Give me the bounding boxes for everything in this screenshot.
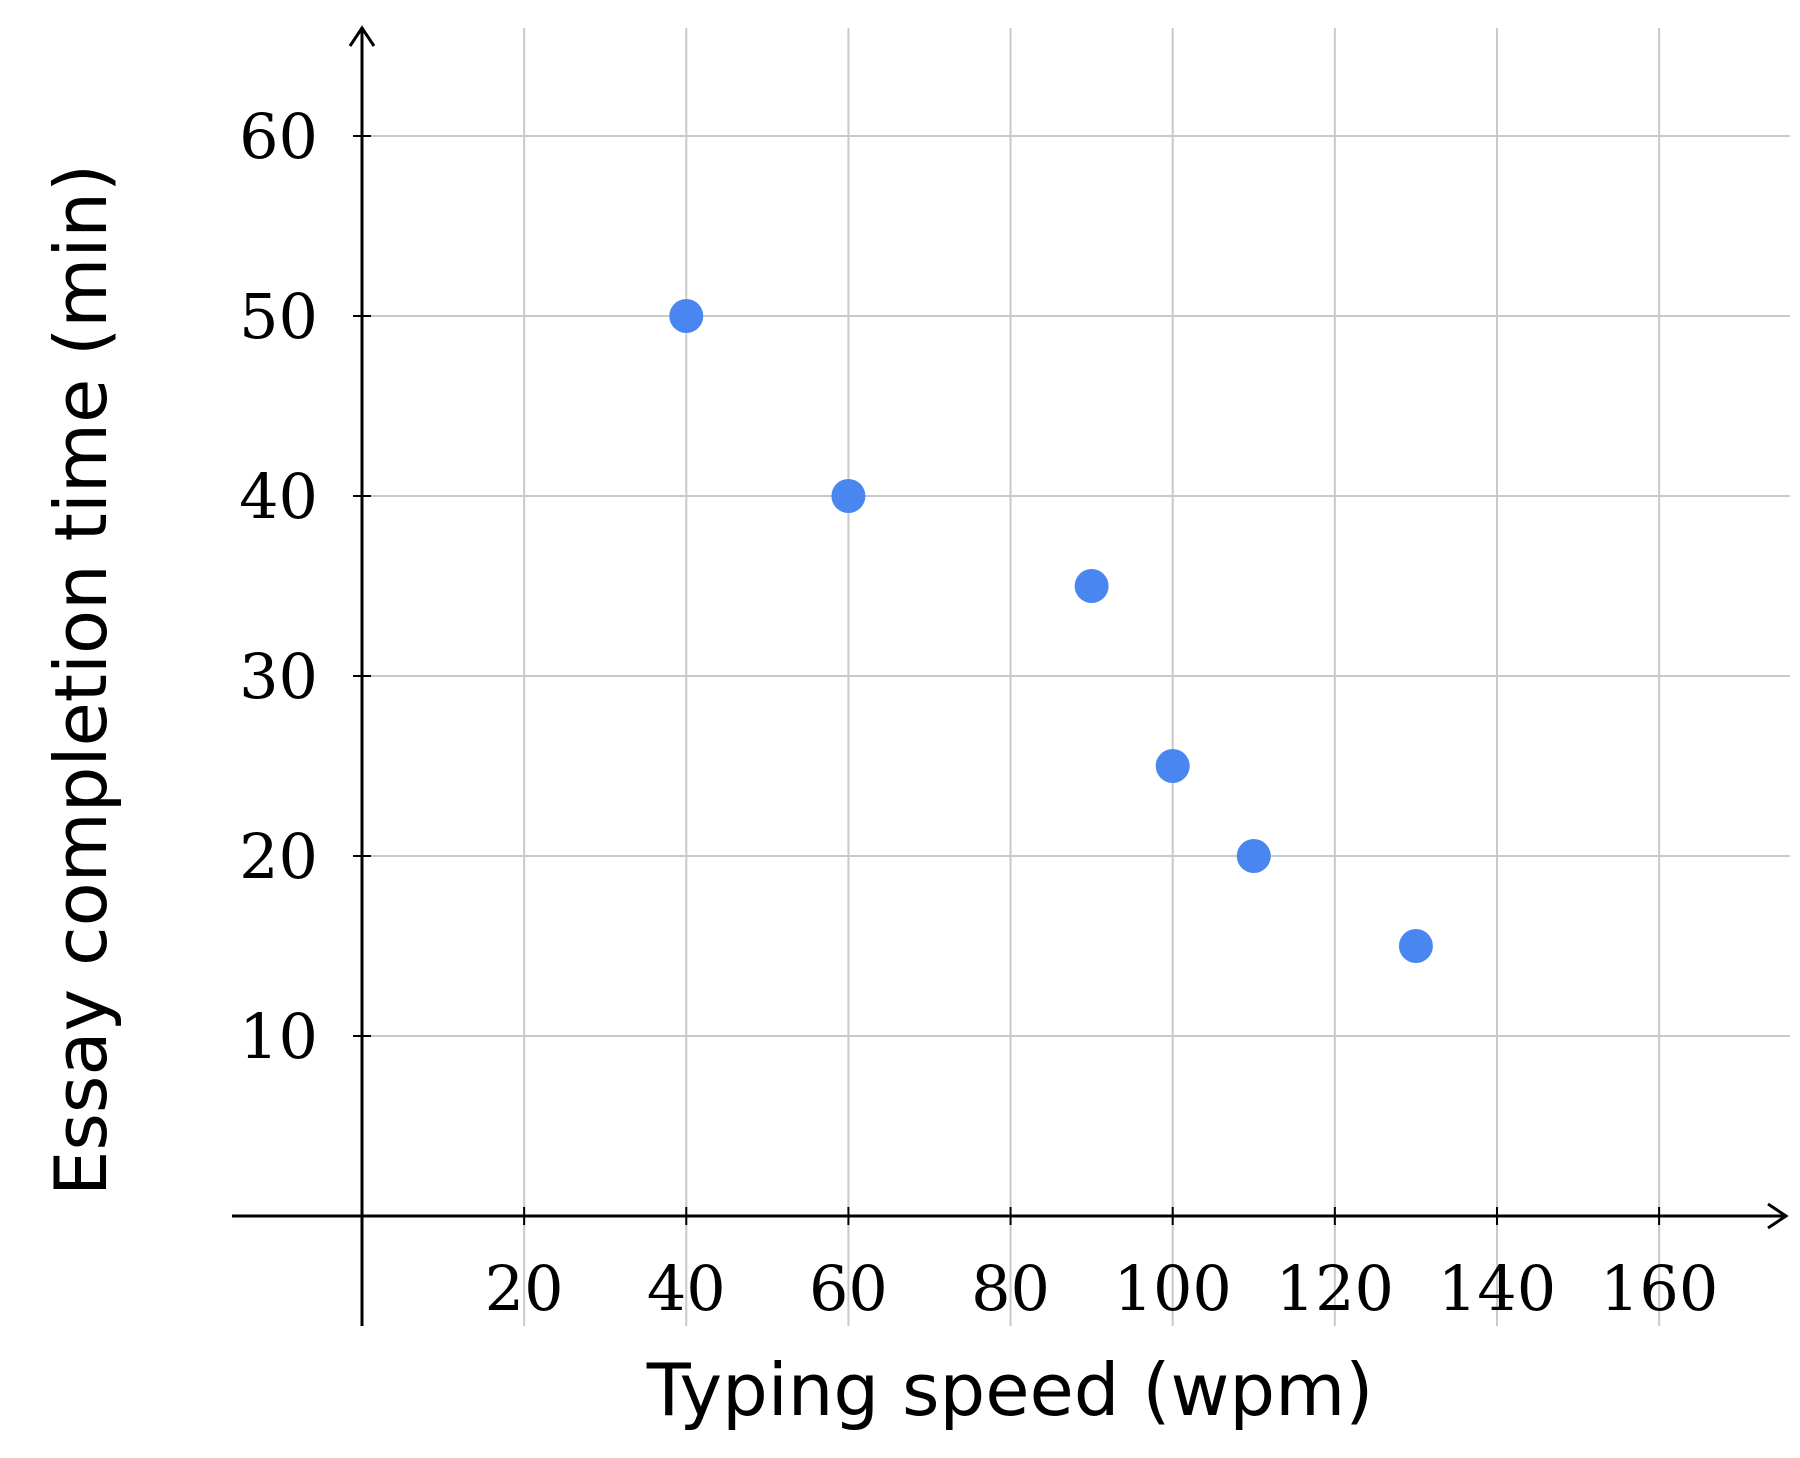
data-point [1236,839,1271,873]
x-tick-label: 20 [485,1252,564,1325]
x-tick-label: 120 [1276,1252,1394,1325]
x-tick-label: 140 [1438,1252,1556,1325]
data-point [1074,569,1109,603]
x-tick-label: 40 [647,1252,726,1325]
grid [362,28,1790,1326]
data-point [831,479,866,513]
ticks: 20 40 60 80 100 120 140 160 10 20 30 40 50 60 [239,100,1718,1325]
y-axis-arrow [348,25,376,47]
data-point [669,299,704,333]
x-tick-label: 80 [971,1252,1050,1325]
y-tick-label: 20 [239,820,318,893]
x-tick-label: 160 [1600,1252,1718,1325]
x-axis-arrow [1767,1202,1789,1230]
y-axis-label: Essay completion time (min) [39,164,123,1196]
x-axis-label: Typing speed (wpm) [646,1348,1374,1432]
y-tick-label: 30 [239,640,318,713]
x-tick-label: 100 [1114,1252,1232,1325]
data-point [1398,929,1433,963]
x-tick-label: 60 [809,1252,888,1325]
y-tick-label: 40 [239,460,318,533]
y-tick-label: 50 [239,280,318,353]
y-tick-label: 10 [239,1000,318,1073]
data-point [1155,749,1190,783]
y-tick-label: 60 [239,100,318,173]
data-points [669,299,1433,963]
